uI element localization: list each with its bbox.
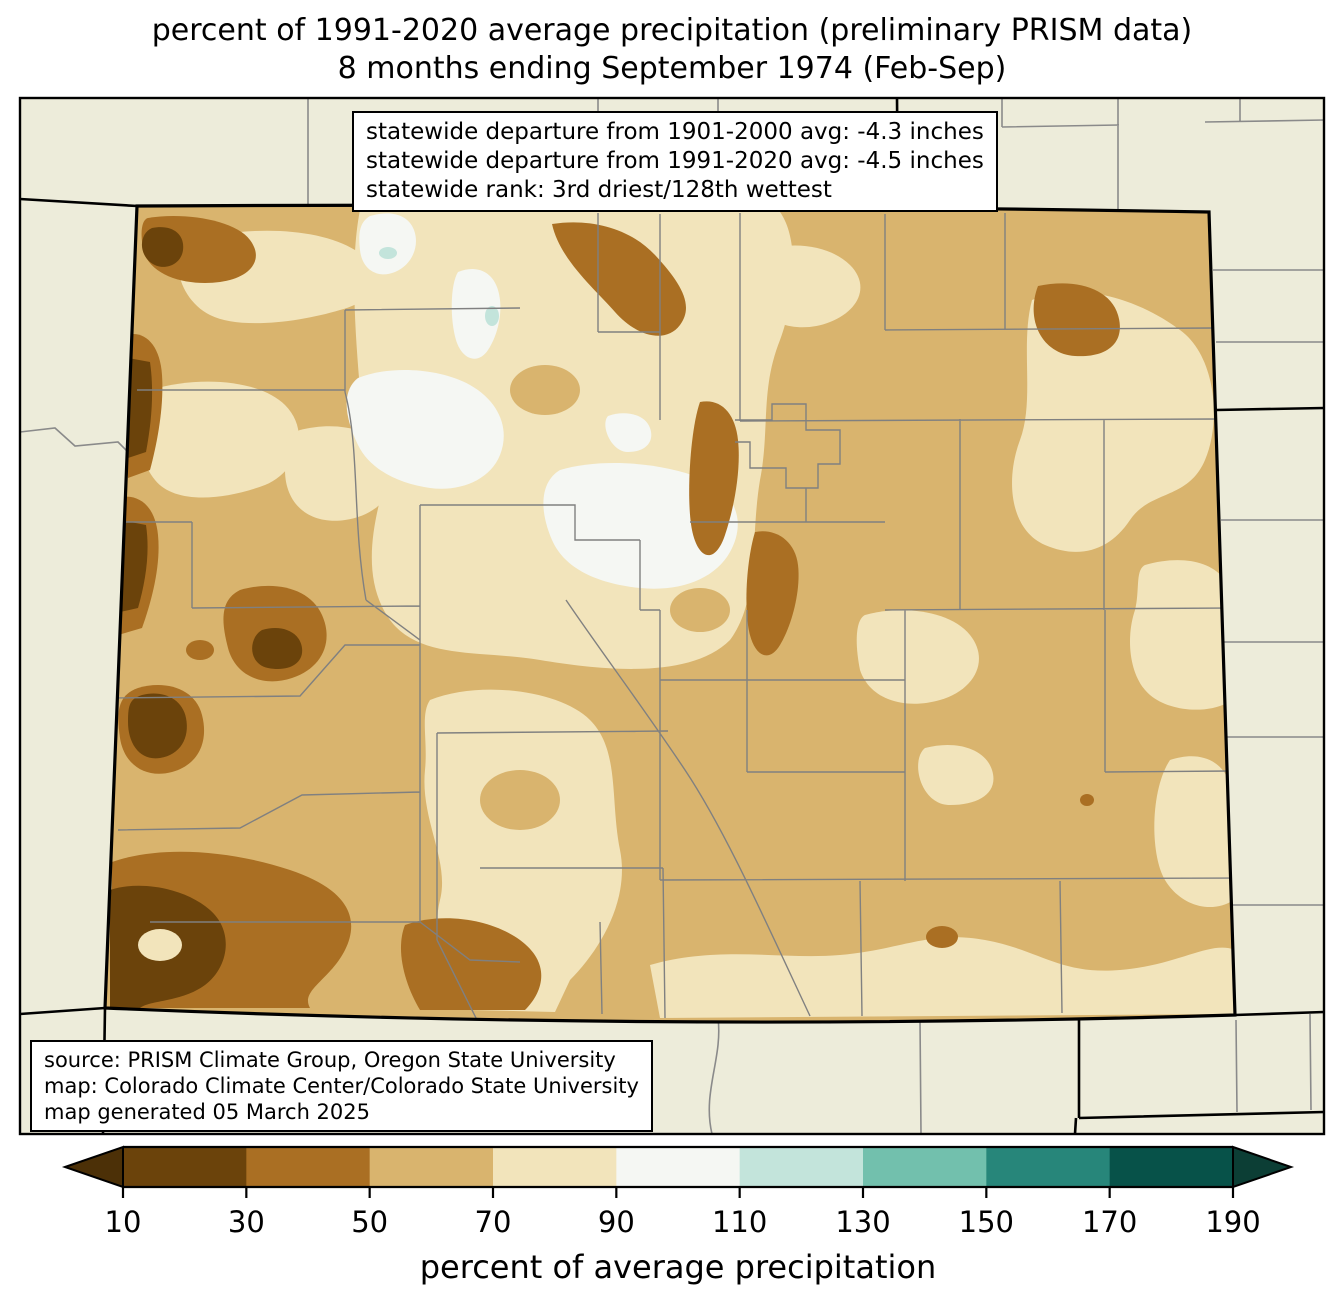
colorbar-segment-10-30 xyxy=(123,1147,247,1187)
title-line-2: 8 months ending September 1974 (Feb-Sep) xyxy=(337,51,1007,86)
colorbar-segment-110-130 xyxy=(739,1147,864,1187)
precip-islands-50-70 xyxy=(480,365,730,830)
colorbar-segment-170-190 xyxy=(1109,1147,1234,1187)
precip-hole-70-90 xyxy=(138,929,182,961)
precip-spots-110-130 xyxy=(379,247,499,326)
colorbar: 10 30 50 70 90 110 130 150 170 190 xyxy=(61,1145,1295,1239)
colorbar-segment-70-90 xyxy=(493,1147,617,1187)
stats-line-departure-1991-2020: statewide departure from 1991-2020 avg: … xyxy=(366,148,984,174)
colorbar-segment-50-70 xyxy=(369,1147,494,1187)
colorbar-tick-label-90: 90 xyxy=(598,1205,635,1239)
stats-line-departure-1901-2000: statewide departure from 1901-2000 avg: … xyxy=(366,119,984,145)
colorbar-tick-label-50: 50 xyxy=(351,1205,388,1239)
colorado-county-lines xyxy=(108,213,1235,1023)
stats-line-rank: statewide rank: 3rd driest/128th wettest xyxy=(366,177,832,203)
colorbar-segment-130-150 xyxy=(863,1147,987,1187)
map-credit-line: map: Colorado Climate Center/Colorado St… xyxy=(44,1074,639,1098)
colorbar-tick-label-30: 30 xyxy=(228,1205,265,1239)
state-interior xyxy=(105,205,1235,1023)
colorbar-tick-label-10: 10 xyxy=(105,1205,142,1239)
title-line-1: percent of 1991-2020 average precipitati… xyxy=(151,13,1193,48)
colorbar-tick-label-130: 130 xyxy=(835,1205,890,1239)
source-line: source: PRISM Climate Group, Oregon Stat… xyxy=(44,1048,616,1072)
colorbar-axis-label: percent of average precipitation xyxy=(420,1248,937,1286)
colorbar-arrow-under-range xyxy=(61,1145,124,1189)
page-title: percent of 1991-2020 average precipitati… xyxy=(0,12,1344,88)
colorbar-tick-label-150: 150 xyxy=(959,1205,1014,1239)
precip-regions-90-110 xyxy=(346,213,738,589)
colorbar-segment-30-50 xyxy=(246,1147,371,1187)
colorbar-tick-label-110: 110 xyxy=(712,1205,767,1239)
colorbar-tick-label-190: 190 xyxy=(1205,1205,1260,1239)
map-generated-line: map generated 05 March 2025 xyxy=(44,1100,371,1124)
colorbar-tick-label-70: 70 xyxy=(475,1205,512,1239)
map-frame-outline xyxy=(18,96,1326,1136)
colorbar-tick-label-170: 170 xyxy=(1082,1205,1137,1239)
colorbar-segment-150-170 xyxy=(986,1147,1111,1187)
colorbar-arrow-over-range xyxy=(1232,1145,1295,1189)
statewide-stats-box: statewide departure from 1901-2000 avg: … xyxy=(352,111,998,212)
colorbar-segment-90-110 xyxy=(616,1147,741,1187)
source-attribution-box: source: PRISM Climate Group, Oregon Stat… xyxy=(30,1040,653,1132)
colorbar-outline xyxy=(123,1145,1233,1189)
